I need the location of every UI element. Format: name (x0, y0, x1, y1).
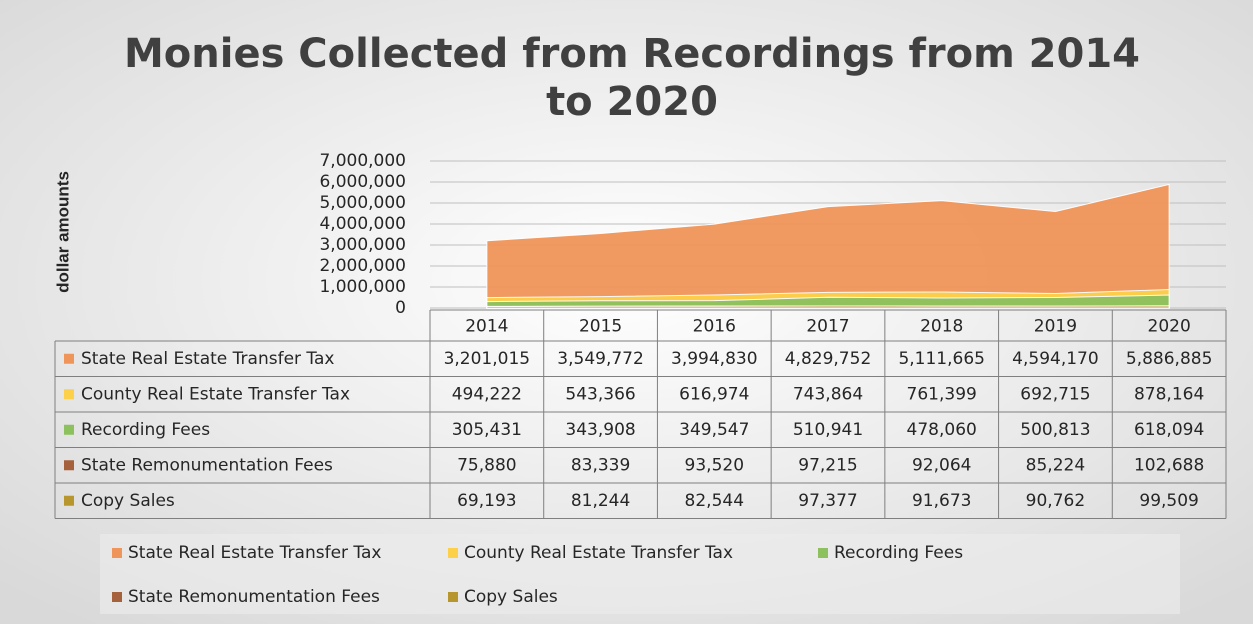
table-cell: 500,813 (1020, 420, 1090, 440)
x-tick-label: 2016 (693, 317, 736, 337)
legend-swatch (818, 548, 828, 558)
table-cell: 5,111,665 (898, 349, 985, 369)
y-tick-label: 0 (395, 298, 406, 318)
table-cell: 92,064 (912, 455, 971, 475)
y-tick-label: 2,000,000 (319, 256, 406, 276)
row-label: County Real Estate Transfer Tax (81, 384, 350, 404)
row-label: State Real Estate Transfer Tax (81, 349, 334, 369)
legend-label: Recording Fees (834, 543, 963, 563)
x-tick-label: 2015 (579, 317, 622, 337)
legend-key (64, 495, 74, 506)
table-cell: 878,164 (1134, 384, 1204, 404)
table-cell: 478,060 (907, 420, 977, 440)
table-cell: 3,994,830 (671, 349, 758, 369)
legend-key (64, 424, 74, 435)
table-cell: 97,215 (798, 455, 857, 475)
table-cell: 83,339 (571, 455, 630, 475)
legend-key (64, 389, 74, 400)
table-cell: 510,941 (793, 420, 863, 440)
table-cell: 4,829,752 (785, 349, 872, 369)
table-cell: 4,594,170 (1012, 349, 1099, 369)
x-tick-label: 2018 (920, 317, 963, 337)
table-cell: 82,544 (685, 491, 744, 511)
legend-key (64, 460, 74, 471)
table-cell: 81,244 (571, 491, 630, 511)
legend-swatch (448, 548, 458, 558)
x-tick-label: 2019 (1034, 317, 1077, 337)
y-tick-label: 7,000,000 (319, 151, 406, 171)
legend-swatch (448, 592, 458, 602)
legend-swatch (112, 592, 122, 602)
y-axis-title: dollar amounts (53, 171, 72, 293)
x-tick-label: 2020 (1148, 317, 1191, 337)
table-cell: 90,762 (1026, 491, 1085, 511)
y-tick-label: 5,000,000 (319, 193, 406, 213)
area (486, 305, 1170, 309)
y-tick-label: 4,000,000 (319, 214, 406, 234)
table-cell: 99,509 (1139, 491, 1198, 511)
table-cell: 618,094 (1134, 420, 1204, 440)
table-cell: 494,222 (452, 384, 522, 404)
table-cell: 343,908 (565, 420, 635, 440)
legend-label: Copy Sales (464, 587, 558, 607)
row-label: State Remonumentation Fees (81, 455, 333, 475)
table-cell: 75,880 (457, 455, 516, 475)
row-label: Recording Fees (81, 420, 210, 440)
table-cell: 761,399 (907, 384, 977, 404)
chart-title: to 2020 (546, 79, 718, 125)
table-cell: 102,688 (1134, 455, 1204, 475)
table-cell: 692,715 (1020, 384, 1090, 404)
x-tick-label: 2014 (465, 317, 508, 337)
chart-title: Monies Collected from Recordings from 20… (124, 31, 1140, 77)
legend-label: County Real Estate Transfer Tax (464, 543, 733, 563)
legend-key (64, 353, 74, 364)
x-tick-label: 2017 (806, 317, 849, 337)
table-cell: 616,974 (679, 384, 749, 404)
table-cell: 91,673 (912, 491, 971, 511)
y-tick-label: 1,000,000 (319, 277, 406, 297)
y-tick-label: 3,000,000 (319, 235, 406, 255)
table-cell: 305,431 (452, 420, 522, 440)
table-cell: 97,377 (798, 491, 857, 511)
legend-label: State Remonumentation Fees (128, 587, 380, 607)
table-cell: 3,201,015 (444, 349, 531, 369)
legend-swatch (112, 548, 122, 558)
table-cell: 93,520 (685, 455, 744, 475)
row-label: Copy Sales (81, 491, 175, 511)
table-cell: 5,886,885 (1126, 349, 1213, 369)
table-cell: 543,366 (565, 384, 635, 404)
table-cell: 69,193 (457, 491, 516, 511)
table-cell: 85,224 (1026, 455, 1085, 475)
table-cell: 3,549,772 (557, 349, 644, 369)
table-cell: 743,864 (793, 384, 863, 404)
legend-box (100, 534, 1180, 614)
legend-label: State Real Estate Transfer Tax (128, 543, 381, 563)
y-tick-label: 6,000,000 (319, 172, 406, 192)
table-cell: 349,547 (679, 420, 749, 440)
